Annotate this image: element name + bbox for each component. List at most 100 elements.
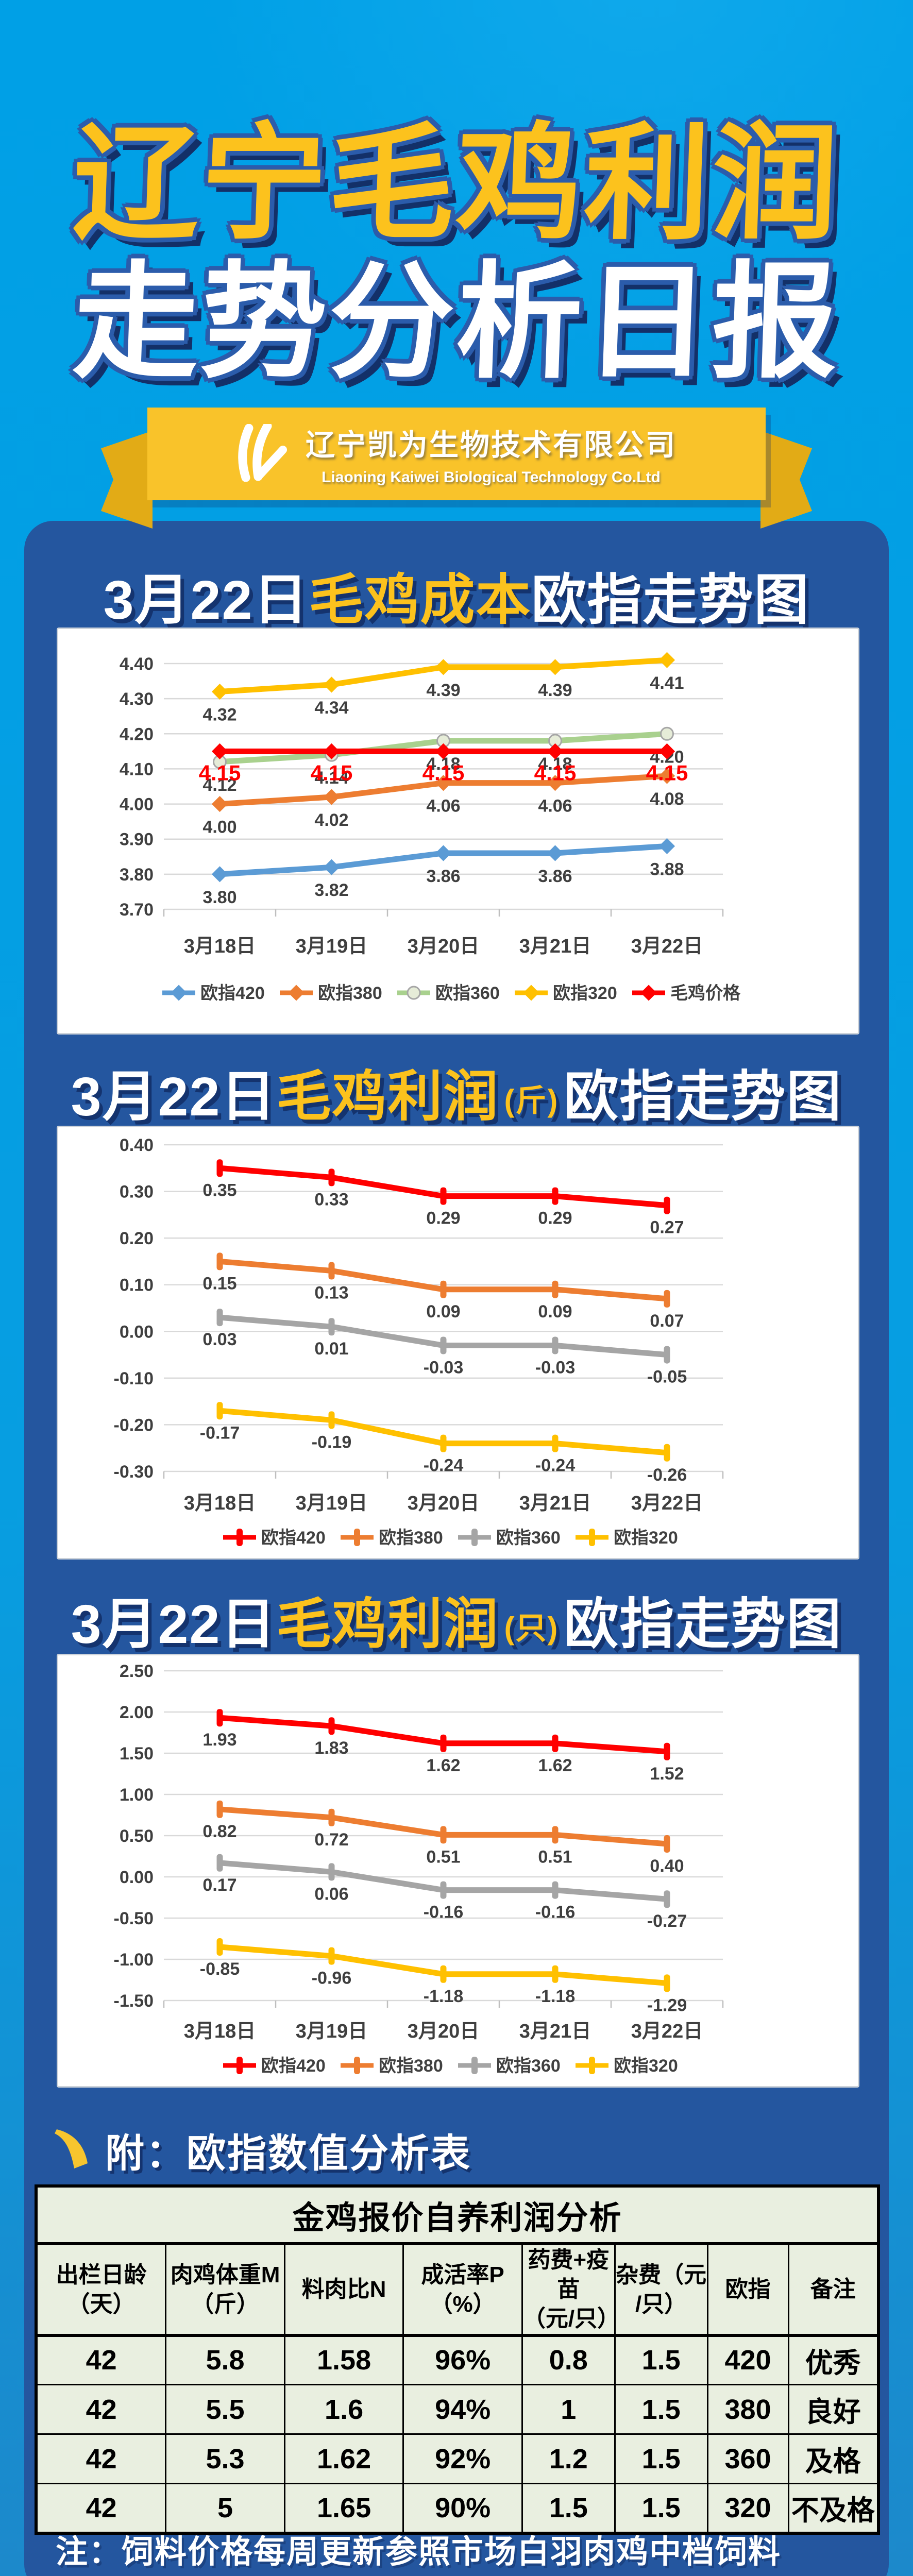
svg-text:4.39: 4.39 (426, 681, 460, 700)
svg-text:-0.20: -0.20 (114, 1415, 154, 1435)
table-cell: 1.5 (521, 2483, 616, 2534)
section1-date: 3月22日 (103, 570, 309, 631)
section3-date: 3月22日 (71, 1594, 277, 1655)
svg-text:欧指360: 欧指360 (435, 984, 500, 1003)
analysis-table: 金鸡报价自养利润分析 出栏日龄 （天） 肉鸡体重M （斤） 料肉比N 成活率P （%） 药费+疫… (35, 2184, 880, 2535)
table-header-cell: 欧指 (706, 2243, 789, 2337)
ribbon-tail-right (760, 431, 812, 529)
svg-text:-0.27: -0.27 (647, 1911, 687, 1931)
svg-text:0.09: 0.09 (538, 1302, 572, 1321)
svg-text:3.86: 3.86 (538, 867, 572, 886)
profit-bird-chart-svg: 2.50 2.00 1.50 1.00 0.50 0.00 -0.50 -1.00 -1.50 3… (114, 1662, 724, 2076)
svg-text:0.01: 0.01 (314, 1339, 348, 1359)
svg-text:欧指380: 欧指380 (379, 2056, 443, 2076)
svg-text:欧指320: 欧指320 (614, 2056, 678, 2076)
svg-text:3月19日: 3月19日 (296, 1493, 367, 1514)
table-cell: 优秀 (787, 2334, 880, 2386)
section1-highlight: 毛鸡成本 (309, 570, 532, 631)
svg-text:欧指420: 欧指420 (261, 1528, 326, 1548)
svg-text:-0.19: -0.19 (312, 1432, 352, 1452)
table-cell: 90% (402, 2483, 523, 2534)
svg-text:0.09: 0.09 (426, 1302, 460, 1321)
svg-text:3.88: 3.88 (650, 859, 684, 879)
svg-text:4.06: 4.06 (538, 796, 572, 816)
svg-text:-0.17: -0.17 (200, 1423, 240, 1443)
attach-heading-text: 附：欧指数值分析表 (105, 2132, 471, 2176)
svg-text:0.29: 0.29 (538, 1209, 572, 1228)
table-header-cell: 备注 (787, 2243, 880, 2337)
table-cell: 0.8 (521, 2334, 616, 2386)
section2-date: 3月22日 (71, 1066, 277, 1127)
table-cell: 1.5 (614, 2433, 708, 2485)
svg-text:欧指380: 欧指380 (379, 1528, 443, 1548)
svg-text:3月21日: 3月21日 (519, 2021, 591, 2042)
svg-text:-1.50: -1.50 (114, 1991, 154, 2011)
svg-text:4.14: 4.14 (314, 768, 348, 788)
svg-text:0.03: 0.03 (202, 1330, 236, 1349)
table-cell: 5.5 (165, 2384, 285, 2435)
table-cell: 420 (706, 2334, 789, 2386)
table-cell: 5.3 (165, 2433, 285, 2485)
section2-unit: (斤) (504, 1083, 559, 1118)
table-header-cell: 出栏日龄 （天） (35, 2243, 167, 2337)
svg-text:-0.26: -0.26 (647, 1465, 687, 1485)
svg-text:3.90: 3.90 (120, 830, 154, 850)
svg-text:3.80: 3.80 (120, 865, 154, 885)
table-cell: 不及格 (787, 2483, 880, 2534)
svg-text:4.00: 4.00 (120, 795, 154, 815)
table-header-cell: 成活率P （%） (402, 2243, 523, 2337)
svg-text:4.15: 4.15 (646, 760, 688, 785)
company-name-cn: 辽宁凯为生物技术有限公司 (306, 429, 677, 462)
svg-text:-0.03: -0.03 (424, 1358, 464, 1377)
profit-jin-chart-svg: 0.40 0.30 0.20 0.10 0.00 -0.10 -0.20 -0.30 3月18日… (114, 1136, 724, 1548)
svg-text:3月22日: 3月22日 (631, 936, 703, 957)
svg-text:2.50: 2.50 (120, 1662, 154, 1681)
table-cell: 1 (521, 2384, 616, 2435)
table-cell: 5.8 (165, 2334, 285, 2386)
section2-highlight: 毛鸡利润 (276, 1066, 499, 1127)
company-logo-icon (236, 421, 290, 484)
svg-text:3月18日: 3月18日 (184, 2021, 256, 2042)
svg-text:1.52: 1.52 (650, 1764, 684, 1784)
svg-text:3月20日: 3月20日 (408, 1493, 479, 1514)
table-title: 金鸡报价自养利润分析 (35, 2185, 880, 2245)
svg-text:-0.50: -0.50 (114, 1909, 154, 1928)
svg-text:0.51: 0.51 (538, 1847, 572, 1867)
table-cell: 1.5 (614, 2384, 708, 2435)
table-cell: 5 (165, 2483, 285, 2534)
svg-text:-1.29: -1.29 (647, 1995, 687, 2015)
svg-text:1.00: 1.00 (120, 1785, 154, 1805)
svg-text:2.00: 2.00 (120, 1703, 154, 1722)
svg-text:毛鸡价格: 毛鸡价格 (670, 984, 741, 1003)
svg-text:4.41: 4.41 (650, 673, 684, 693)
section-title-profit-jin: 3月22日毛鸡利润 (斤)欧指走势图 (0, 1052, 913, 1131)
svg-text:3月20日: 3月20日 (408, 2021, 479, 2042)
svg-text:1.62: 1.62 (538, 1756, 572, 1775)
svg-text:0.82: 0.82 (202, 1822, 236, 1841)
svg-text:0.20: 0.20 (120, 1229, 154, 1248)
svg-text:0.29: 0.29 (426, 1209, 460, 1228)
svg-text:-0.96: -0.96 (312, 1969, 352, 1988)
svg-text:3.82: 3.82 (314, 880, 348, 900)
table-cell: 380 (706, 2384, 789, 2435)
table-cell: 1.2 (521, 2433, 616, 2485)
table-cell: 1.5 (614, 2483, 708, 2534)
svg-text:欧指320: 欧指320 (553, 984, 617, 1003)
svg-text:0.07: 0.07 (650, 1311, 684, 1331)
svg-text:-0.24: -0.24 (535, 1456, 576, 1476)
main-title-line1: 辽宁毛鸡利润 (71, 113, 842, 254)
table-header-cell: 杂费（元/只） (614, 2243, 708, 2337)
table-cell: 1.6 (283, 2384, 404, 2435)
table-cell: 1.5 (614, 2334, 708, 2386)
svg-text:-0.03: -0.03 (535, 1358, 576, 1377)
svg-text:1.62: 1.62 (426, 1756, 460, 1775)
svg-text:4.10: 4.10 (120, 759, 154, 779)
svg-text:4.00: 4.00 (202, 818, 236, 837)
table-cell: 及格 (787, 2433, 880, 2485)
section1-suffix: 欧指走势图 (531, 570, 810, 631)
svg-text:0.27: 0.27 (650, 1218, 684, 1238)
arrow-swoosh-icon (55, 2128, 94, 2172)
svg-text:4.32: 4.32 (202, 705, 236, 725)
attach-heading: 附：欧指数值分析表 (55, 2122, 471, 2178)
